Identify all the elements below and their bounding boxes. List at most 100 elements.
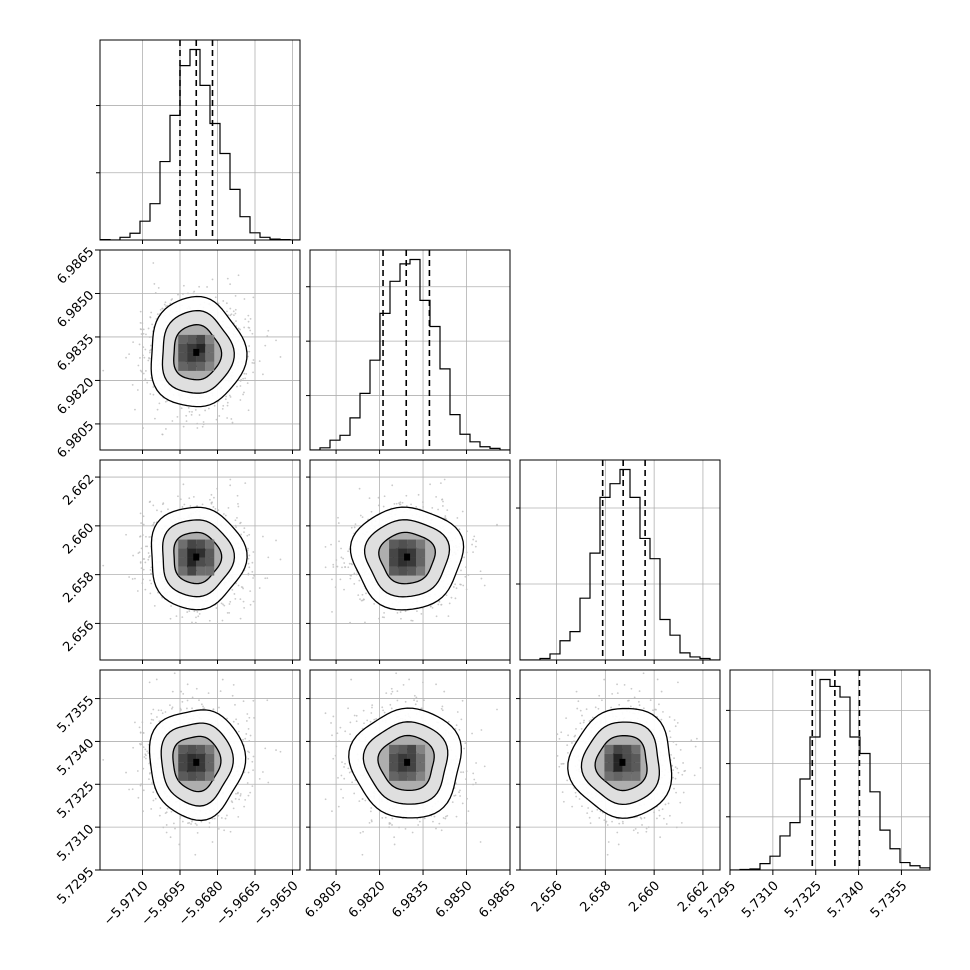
sample-point [405, 494, 408, 497]
density-cell [196, 557, 206, 567]
sample-point [176, 415, 179, 418]
sample-point [186, 611, 189, 613]
sample-point [370, 820, 373, 823]
sample-point [181, 820, 184, 823]
sample-point [140, 328, 143, 331]
density-cell [178, 566, 188, 576]
sample-point [231, 421, 234, 424]
sample-point [226, 717, 228, 720]
sample-point [192, 292, 195, 295]
sample-point [137, 796, 140, 799]
sample-point [266, 577, 269, 579]
sample-point [247, 757, 250, 760]
sample-point [152, 504, 155, 507]
sample-point [217, 509, 220, 511]
sample-point [248, 566, 251, 569]
sample-point [226, 417, 229, 419]
sample-point [251, 785, 254, 787]
sample-point [249, 734, 252, 737]
sample-point [180, 407, 183, 410]
sample-point [247, 562, 250, 565]
sample-point [410, 619, 413, 622]
sample-point [172, 822, 175, 825]
sample-point [229, 600, 232, 603]
sample-point [215, 418, 218, 421]
sample-point [359, 598, 361, 600]
sample-point [210, 502, 213, 505]
sample-point [142, 372, 145, 375]
sample-point [173, 672, 176, 675]
sample-point [222, 300, 225, 302]
sample-point [243, 326, 246, 329]
sample-point [252, 755, 255, 758]
sample-point [197, 615, 200, 618]
sample-point [450, 596, 453, 599]
sample-point [179, 815, 182, 818]
sample-point [467, 574, 470, 576]
sample-point [212, 708, 215, 711]
sample-point [226, 611, 229, 614]
sample-point [234, 308, 237, 311]
sample-point [207, 407, 210, 410]
sample-point [275, 539, 277, 542]
sample-point [211, 278, 214, 281]
sample-point [165, 831, 168, 834]
sample-point [252, 359, 255, 361]
sample-point [475, 540, 477, 543]
sample-point [150, 572, 153, 575]
sample-point [148, 351, 151, 354]
sample-point [190, 823, 192, 825]
panel-frame [99, 459, 301, 661]
sample-point [144, 378, 147, 381]
sample-point [186, 699, 189, 702]
density-cell [205, 762, 215, 772]
sample-point [152, 799, 155, 802]
sample-point [365, 592, 367, 595]
sample-point [232, 310, 235, 313]
sample-point [335, 559, 338, 561]
density-cell [178, 753, 188, 763]
sample-point [383, 611, 385, 614]
density-cell [178, 548, 188, 558]
sample-point [249, 603, 252, 606]
sample-point [142, 534, 144, 536]
sample-point [179, 817, 182, 820]
sample-point [373, 602, 376, 605]
sample-point [165, 305, 167, 308]
sample-point [142, 810, 144, 813]
density-cell [205, 361, 215, 371]
sample-point [186, 707, 188, 710]
sample-point [244, 482, 247, 485]
sample-point [258, 587, 261, 589]
sample-point [223, 604, 226, 607]
panel-frame [309, 459, 511, 661]
sample-point [201, 503, 204, 506]
density-cell [398, 539, 408, 549]
sample-point [258, 360, 261, 362]
sample-point [389, 703, 392, 706]
sample-point [357, 594, 360, 597]
sample-point [237, 730, 240, 733]
sample-point [239, 598, 242, 600]
density-cell [196, 762, 206, 772]
sample-point [324, 545, 327, 548]
sample-point [332, 563, 335, 566]
sample-point [252, 600, 255, 603]
sample-point [216, 487, 219, 490]
sample-point [151, 782, 154, 784]
sample-point [146, 750, 149, 753]
sample-point [196, 831, 199, 834]
sample-point [465, 566, 467, 569]
sample-point [229, 307, 232, 310]
sample-point [383, 616, 385, 619]
sample-point [158, 402, 161, 405]
sample-point [213, 496, 215, 499]
density-cell [187, 771, 197, 781]
sample-point [247, 727, 250, 730]
sample-point [194, 409, 197, 411]
sample-point [170, 605, 172, 607]
sample-point [186, 683, 189, 686]
sample-point [178, 843, 181, 846]
sample-point [171, 420, 174, 422]
sample-point [232, 807, 235, 810]
